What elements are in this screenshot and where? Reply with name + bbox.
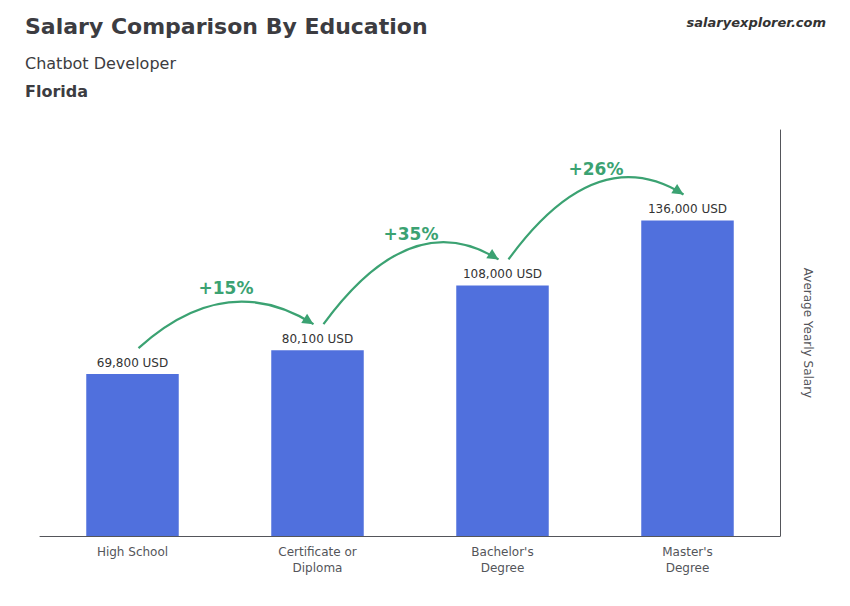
svg-text:High School: High School [97,545,168,559]
svg-text:Bachelor's: Bachelor's [471,545,533,559]
svg-text:Salary Comparison By Education: Salary Comparison By Education [25,14,428,39]
svg-text:Degree: Degree [666,561,710,575]
svg-text:Diploma: Diploma [293,561,343,575]
svg-text:69,800 USD: 69,800 USD [97,356,168,370]
svg-text:salaryexplorer.com: salaryexplorer.com [687,15,826,30]
svg-text:Average Yearly Salary: Average Yearly Salary [801,268,815,398]
svg-text:+15%: +15% [199,278,254,298]
svg-text:Degree: Degree [481,561,525,575]
svg-text:Florida: Florida [25,82,88,101]
svg-text:Master's: Master's [662,545,713,559]
svg-text:80,100 USD: 80,100 USD [282,332,353,346]
svg-text:+26%: +26% [569,159,624,179]
svg-text:136,000 USD: 136,000 USD [648,202,727,216]
svg-text:108,000 USD: 108,000 USD [463,267,542,281]
svg-text:+35%: +35% [384,224,439,244]
svg-text:Certificate or: Certificate or [278,545,356,559]
svg-text:Chatbot Developer: Chatbot Developer [25,54,176,73]
